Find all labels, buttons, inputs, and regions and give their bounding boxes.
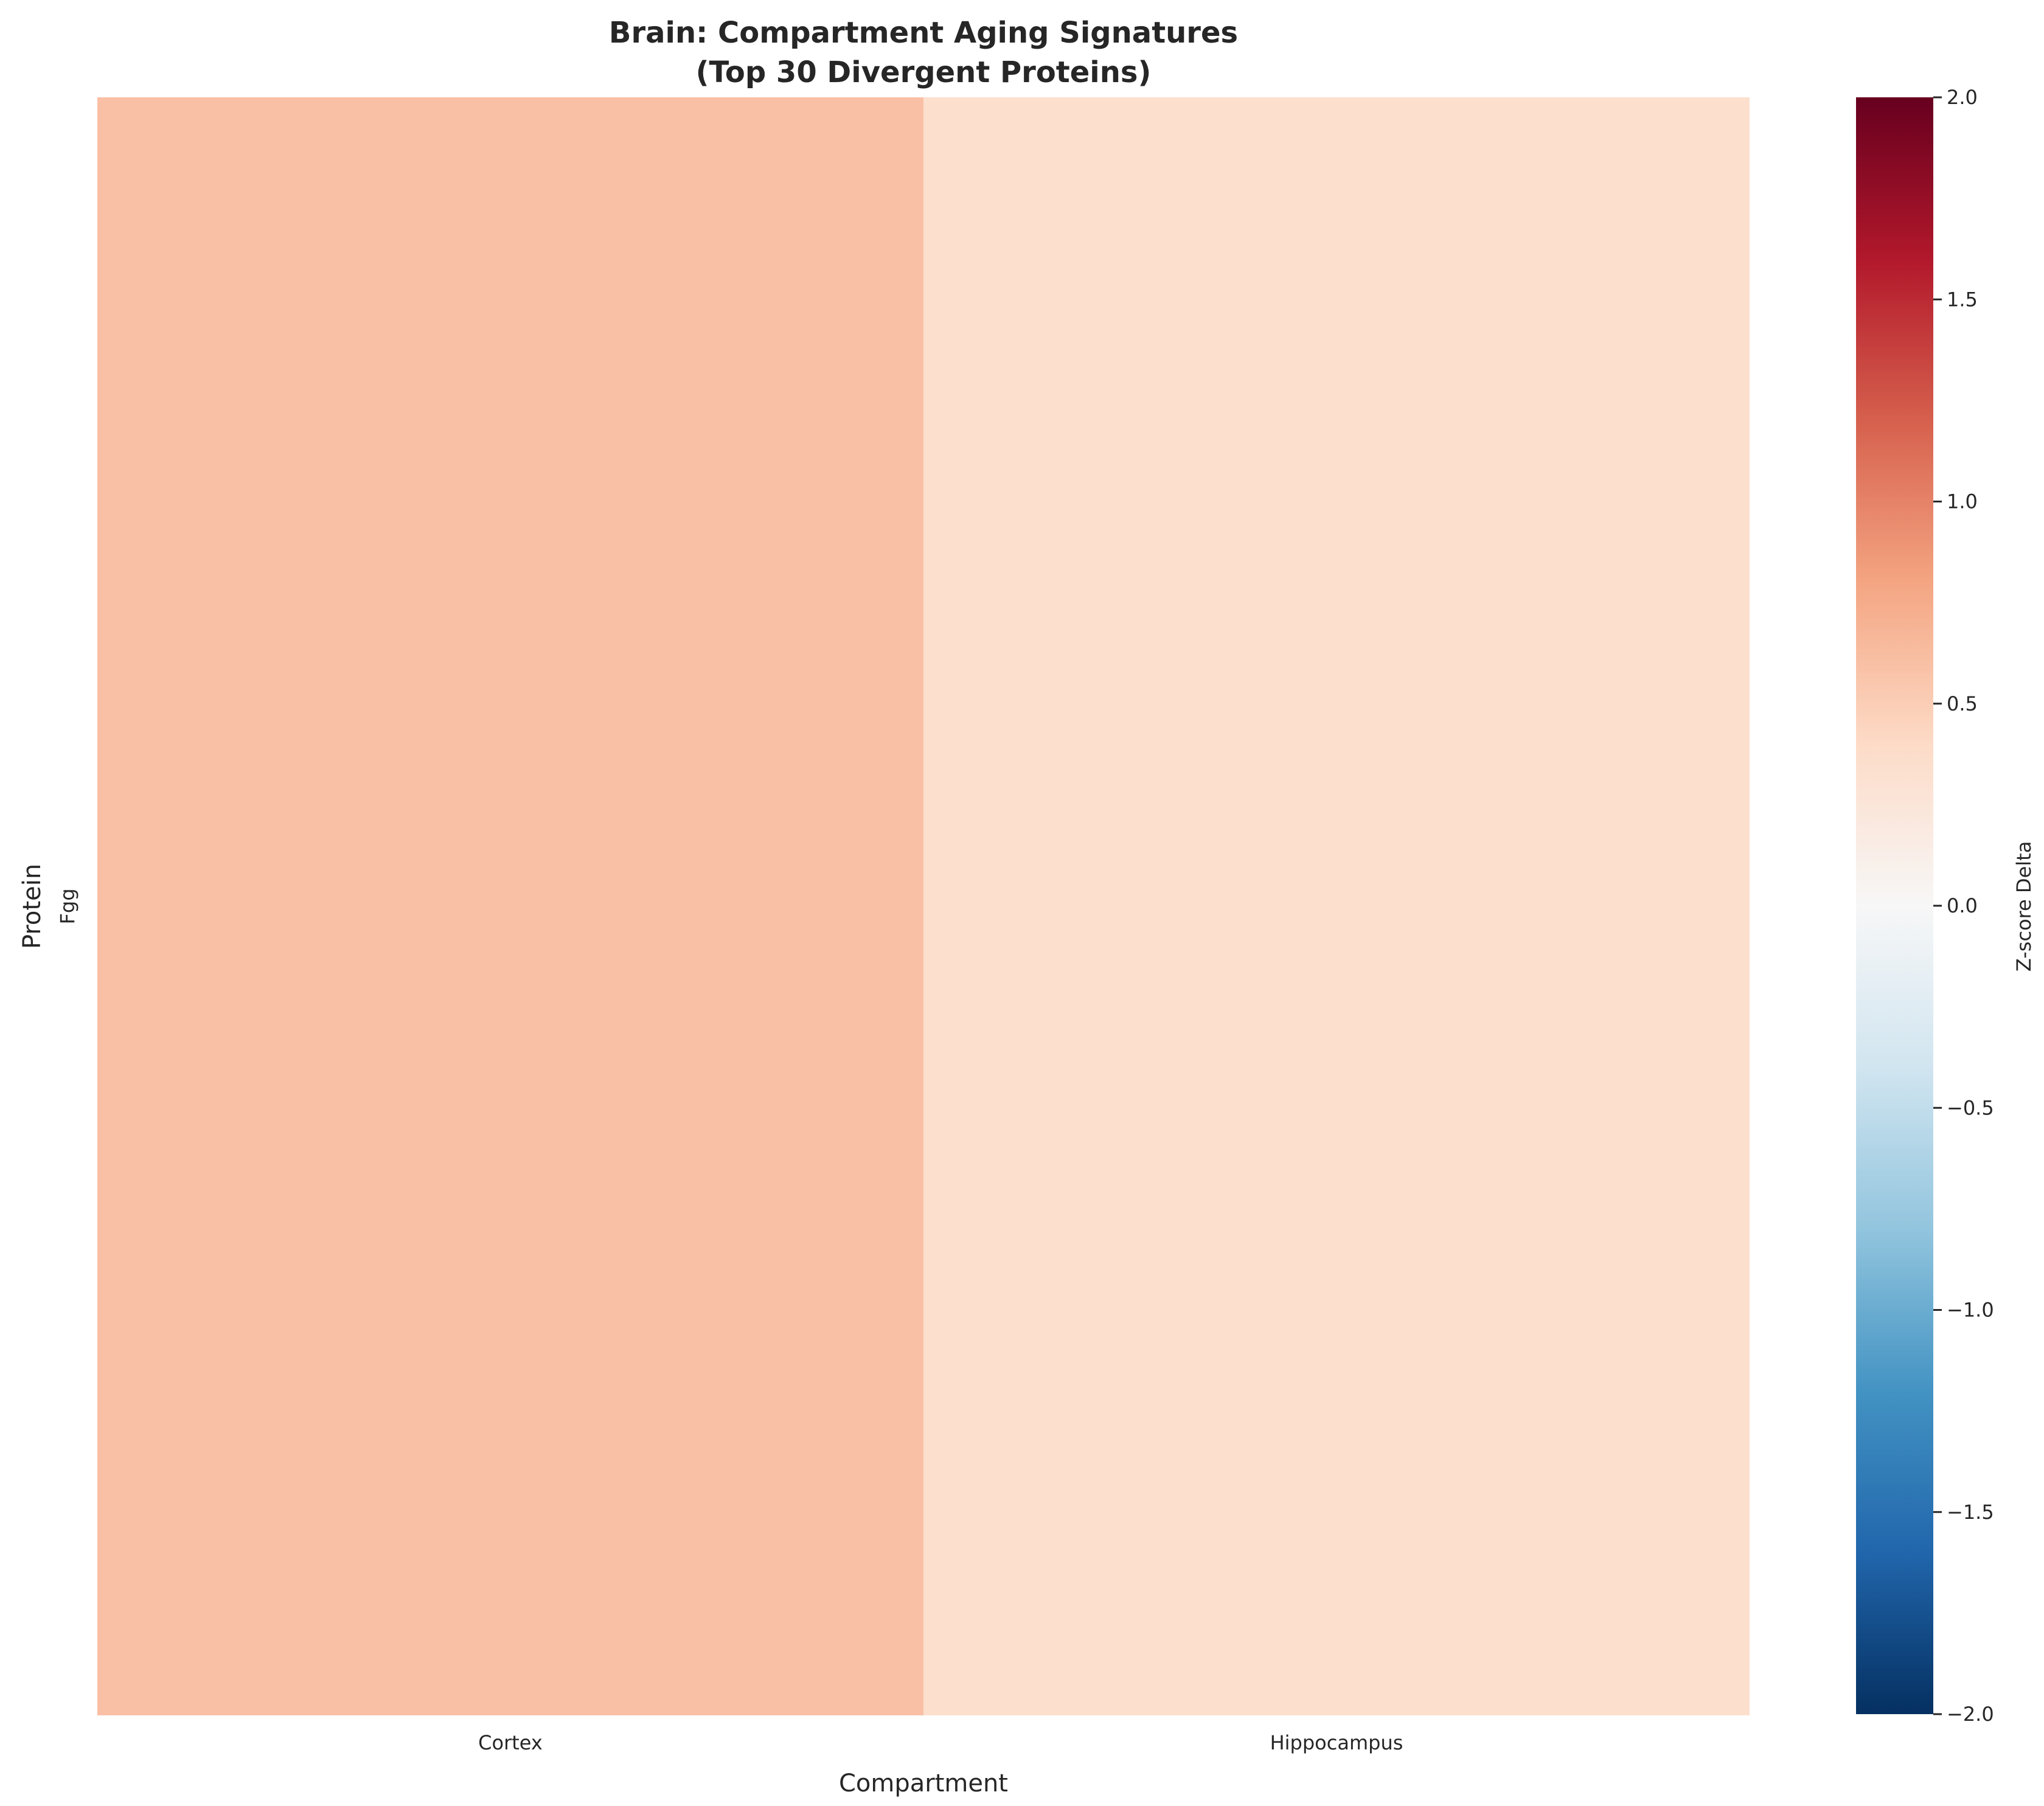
x-tick-label: Hippocampus <box>1270 1731 1403 1754</box>
colorbar-tick-label: 0.5 <box>1947 692 1978 715</box>
x-tick-label: Cortex <box>478 1731 543 1754</box>
colorbar-tick-label: −0.5 <box>1947 1096 1994 1119</box>
chart-title: Brain: Compartment Aging Signatures <box>609 16 1238 50</box>
colorbar-label: Z-score Delta <box>2012 841 2035 971</box>
colorbar-tick-label: −1.5 <box>1947 1501 1994 1524</box>
colorbar-tick-label: −1.0 <box>1947 1299 1994 1322</box>
heatmap-cell-fgg-cortex <box>97 97 923 1715</box>
x-tick-labels: Cortex Hippocampus <box>478 1731 1403 1754</box>
y-tick-label: Fgg <box>56 888 79 924</box>
y-axis-label: Protein <box>18 864 46 949</box>
chart-subtitle: (Top 30 Divergent Proteins) <box>696 55 1152 89</box>
colorbar-tick-label: 1.0 <box>1947 490 1978 513</box>
colorbar-tick-label: 0.0 <box>1947 894 1978 917</box>
colorbar-tick-label: 2.0 <box>1947 86 1978 109</box>
y-tick-labels: Fgg <box>56 888 79 924</box>
heatmap-cells <box>97 97 1750 1715</box>
colorbar <box>1856 97 1933 1714</box>
colorbar-tick-label: 1.5 <box>1947 288 1978 311</box>
x-axis-label: Compartment <box>839 1770 1008 1797</box>
heatmap-cell-fgg-hippocampus <box>923 97 1750 1715</box>
colorbar-tick-label: −2.0 <box>1947 1703 1994 1726</box>
colorbar-ticks: 2.0 1.5 1.0 0.5 0.0 −0.5 −1.0 −1.5 −2.0 <box>1933 86 1994 1726</box>
